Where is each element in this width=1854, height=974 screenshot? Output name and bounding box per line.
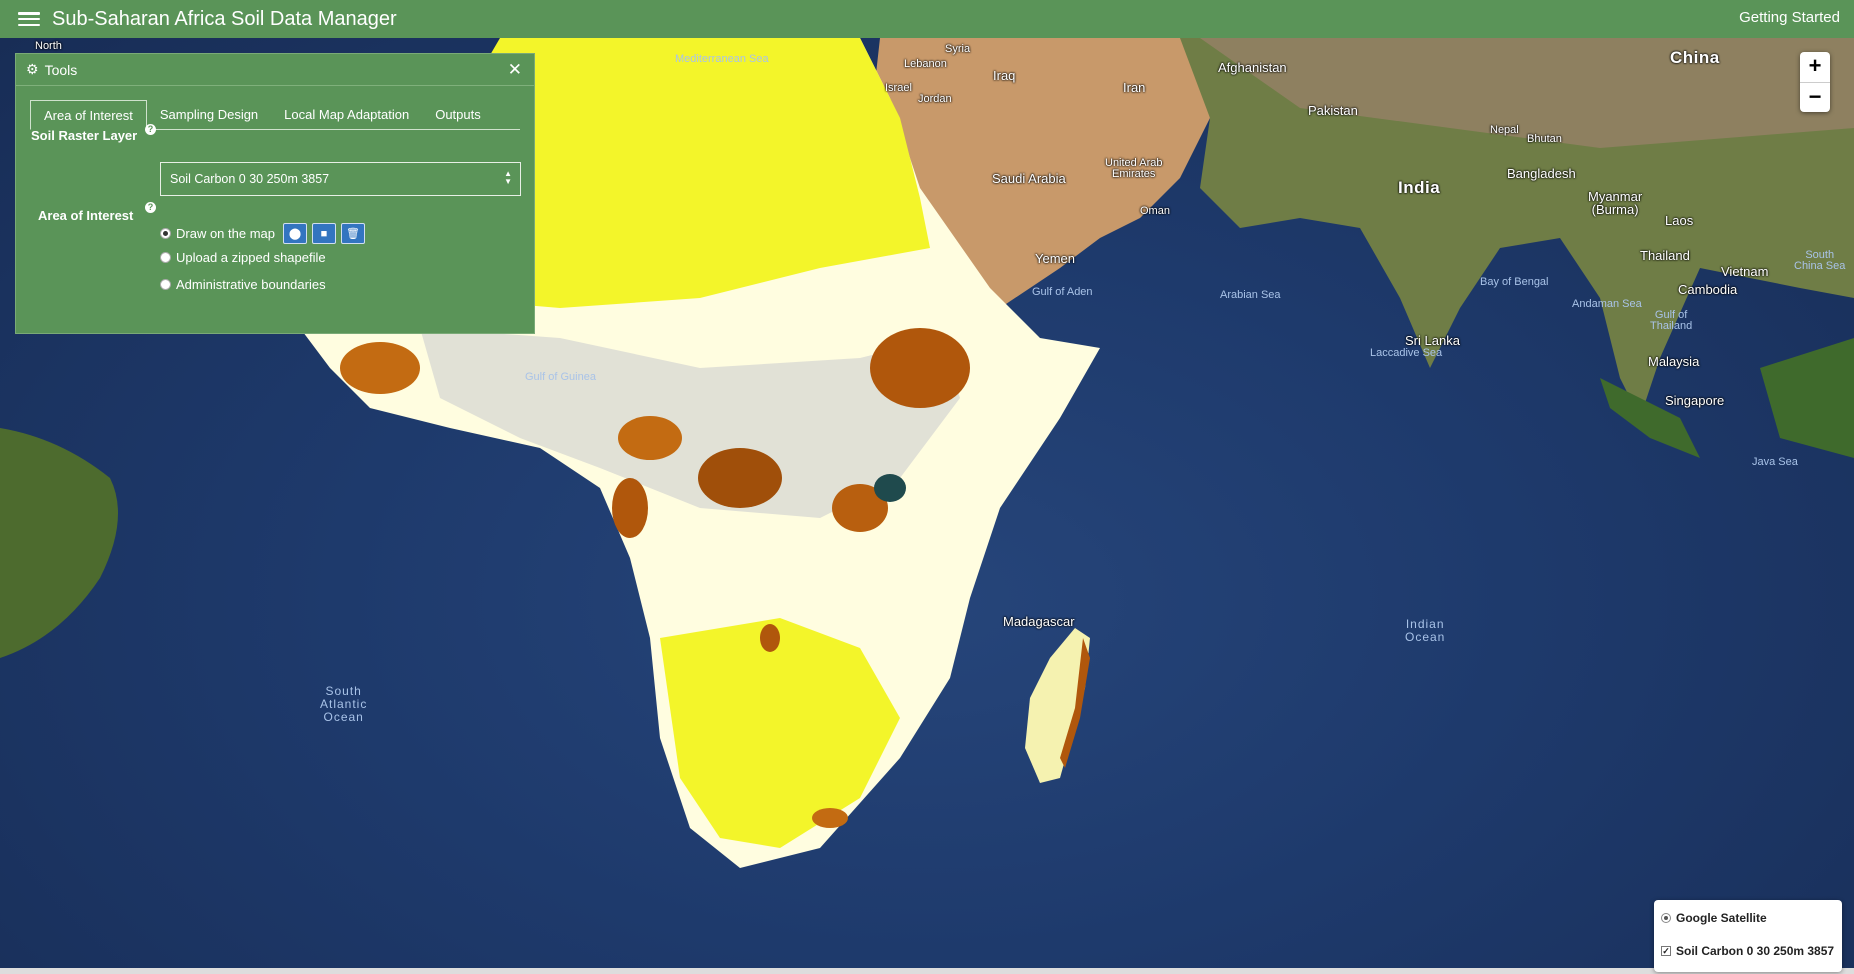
map-label-israel: Israel bbox=[885, 82, 912, 94]
map-label-laccadive-sea: Laccadive Sea bbox=[1370, 347, 1443, 359]
getting-started-link[interactable]: Getting Started bbox=[1739, 9, 1840, 26]
tab-local-map-adaptation[interactable]: Local Map Adaptation bbox=[284, 107, 410, 122]
map-label-iran: Iran bbox=[1123, 80, 1146, 95]
tools-tabs: Area of Interest Sampling Design Local M… bbox=[30, 100, 520, 130]
soil-raster-selected-value: Soil Carbon 0 30 250m 3857 bbox=[170, 172, 330, 186]
help-icon[interactable]: ? bbox=[145, 124, 156, 135]
map-label-singapore: Singapore bbox=[1665, 393, 1725, 408]
map-label-india: India bbox=[1398, 178, 1441, 197]
aoi-option-draw-label: Draw on the map bbox=[176, 226, 275, 241]
tab-area-of-interest[interactable]: Area of Interest bbox=[30, 100, 147, 130]
aoi-option-admin-label: Administrative boundaries bbox=[176, 277, 326, 292]
app-title: Sub-Saharan Africa Soil Data Manager bbox=[52, 7, 397, 30]
map-label-vietnam: Vietnam bbox=[1721, 264, 1769, 279]
map-label-jordan: Jordan bbox=[918, 93, 952, 105]
map-label-iraq: Iraq bbox=[993, 68, 1016, 83]
sumatra-land bbox=[1600, 378, 1700, 458]
map-label-south-china-sea: South China Sea bbox=[1794, 249, 1846, 272]
close-icon[interactable]: ✕ bbox=[507, 60, 522, 79]
layer-control: Google Satellite ✓ Soil Carbon 0 30 250m… bbox=[1654, 900, 1842, 972]
map-label-laos: Laos bbox=[1665, 213, 1694, 228]
map-label-bay-of-bengal: Bay of Bengal bbox=[1480, 276, 1549, 288]
map-marker-icon: ⬤ bbox=[288, 228, 302, 240]
overlay-layer-label: Soil Carbon 0 30 250m 3857 bbox=[1676, 944, 1835, 958]
layer-base-google-satellite[interactable]: Google Satellite bbox=[1661, 911, 1767, 925]
app-header: Sub-Saharan Africa Soil Data Manager Get… bbox=[0, 0, 1854, 38]
map-label-yemen: Yemen bbox=[1035, 251, 1075, 266]
map-label-south-atlantic: South Atlantic Ocean bbox=[320, 684, 368, 724]
tab-sampling-design[interactable]: Sampling Design bbox=[159, 107, 259, 122]
soil-raster-select[interactable]: Soil Carbon 0 30 250m 3857 ▲ ▼ bbox=[160, 162, 521, 196]
base-layer-label: Google Satellite bbox=[1676, 911, 1767, 925]
map-label-saudi-arabia: Saudi Arabia bbox=[992, 171, 1066, 186]
map-label-malaysia: Malaysia bbox=[1648, 354, 1700, 369]
aoi-option-upload[interactable]: Upload a zipped shapefile bbox=[160, 250, 326, 265]
map-label-china: China bbox=[1670, 48, 1720, 67]
map-label-nepal: Nepal bbox=[1490, 124, 1519, 136]
hamburger-menu-icon[interactable] bbox=[18, 10, 40, 28]
map-label-bhutan: Bhutan bbox=[1527, 133, 1562, 145]
zoom-out-button[interactable]: − bbox=[1800, 82, 1830, 112]
madagascar-land bbox=[1025, 628, 1090, 783]
map-label-mediterranean: Mediterranean Sea bbox=[675, 53, 769, 65]
map-label-gulf-of-aden: Gulf of Aden bbox=[1032, 286, 1093, 298]
map-label-sri-lanka: Sri Lanka bbox=[1405, 333, 1460, 348]
square-icon: ■ bbox=[320, 227, 328, 240]
map-label-java-sea: Java Sea bbox=[1752, 456, 1798, 468]
draw-marker-button[interactable]: ⬤ bbox=[283, 223, 307, 244]
radio-admin-boundaries[interactable] bbox=[160, 279, 171, 290]
map-label-afghanistan: Afghanistan bbox=[1218, 60, 1287, 75]
map-label-pakistan: Pakistan bbox=[1308, 103, 1358, 118]
tab-outputs[interactable]: Outputs bbox=[435, 107, 481, 122]
base-layer-radio[interactable] bbox=[1661, 913, 1671, 923]
select-arrows-icon: ▲ ▼ bbox=[504, 169, 512, 186]
aoi-option-admin[interactable]: Administrative boundaries bbox=[160, 277, 326, 292]
map-label-myanmar: Myanmar (Burma) bbox=[1588, 189, 1643, 217]
map-label-gulf-of-thailand: Gulf of Thailand bbox=[1650, 309, 1693, 332]
soil-raster-label: Soil Raster Layer bbox=[31, 128, 138, 143]
kalahari-band bbox=[660, 618, 900, 848]
map-label-oman: Oman bbox=[1140, 205, 1170, 217]
map-label-indian-ocean: Indian Ocean bbox=[1405, 617, 1446, 644]
trash-icon: 🗑 bbox=[346, 228, 360, 240]
map-label-thailand: Thailand bbox=[1640, 248, 1690, 263]
layer-overlay-soil-carbon[interactable]: ✓ Soil Carbon 0 30 250m 3857 bbox=[1661, 944, 1834, 958]
himalaya-land bbox=[1200, 38, 1854, 148]
area-of-interest-label: Area of Interest bbox=[38, 208, 134, 223]
radio-upload-shapefile[interactable] bbox=[160, 252, 171, 263]
map-label-bangladesh: Bangladesh bbox=[1507, 166, 1576, 181]
aoi-option-draw[interactable]: Draw on the map ⬤ ■ 🗑 bbox=[160, 223, 365, 244]
tools-panel-title: Tools bbox=[44, 61, 78, 78]
map-label-uae: United Arab Emirates bbox=[1105, 157, 1163, 180]
map-label-andaman-sea: Andaman Sea bbox=[1572, 298, 1642, 310]
map-label-lebanon: Lebanon bbox=[904, 58, 947, 70]
map-label-cambodia: Cambodia bbox=[1678, 282, 1738, 297]
map-label-syria: Syria bbox=[945, 43, 971, 55]
map-label-madagascar: Madagascar bbox=[1003, 614, 1075, 629]
help-icon[interactable]: ? bbox=[145, 202, 156, 213]
tools-panel: ⚙ Tools ✕ Area of Interest Sampling Desi… bbox=[15, 53, 535, 334]
map-label-north: North bbox=[35, 40, 62, 52]
delete-shape-button[interactable]: 🗑 bbox=[341, 223, 365, 244]
aoi-option-upload-label: Upload a zipped shapefile bbox=[176, 250, 326, 265]
radio-draw-on-map[interactable] bbox=[160, 228, 171, 239]
south-america-land bbox=[0, 428, 118, 658]
zoom-in-button[interactable]: + bbox=[1808, 53, 1822, 78]
zoom-control: + − bbox=[1800, 52, 1830, 112]
tools-panel-header: ⚙ Tools bbox=[16, 54, 534, 86]
map-label-arabian-sea: Arabian Sea bbox=[1220, 289, 1281, 301]
borneo-land bbox=[1760, 338, 1854, 458]
map-label-gulf-of-guinea: Gulf of Guinea bbox=[525, 371, 596, 383]
draw-rectangle-button[interactable]: ■ bbox=[312, 223, 336, 244]
map-attribution-bar bbox=[0, 968, 1854, 974]
overlay-layer-checkbox[interactable]: ✓ bbox=[1661, 946, 1671, 956]
gear-icon: ⚙ bbox=[26, 61, 39, 77]
